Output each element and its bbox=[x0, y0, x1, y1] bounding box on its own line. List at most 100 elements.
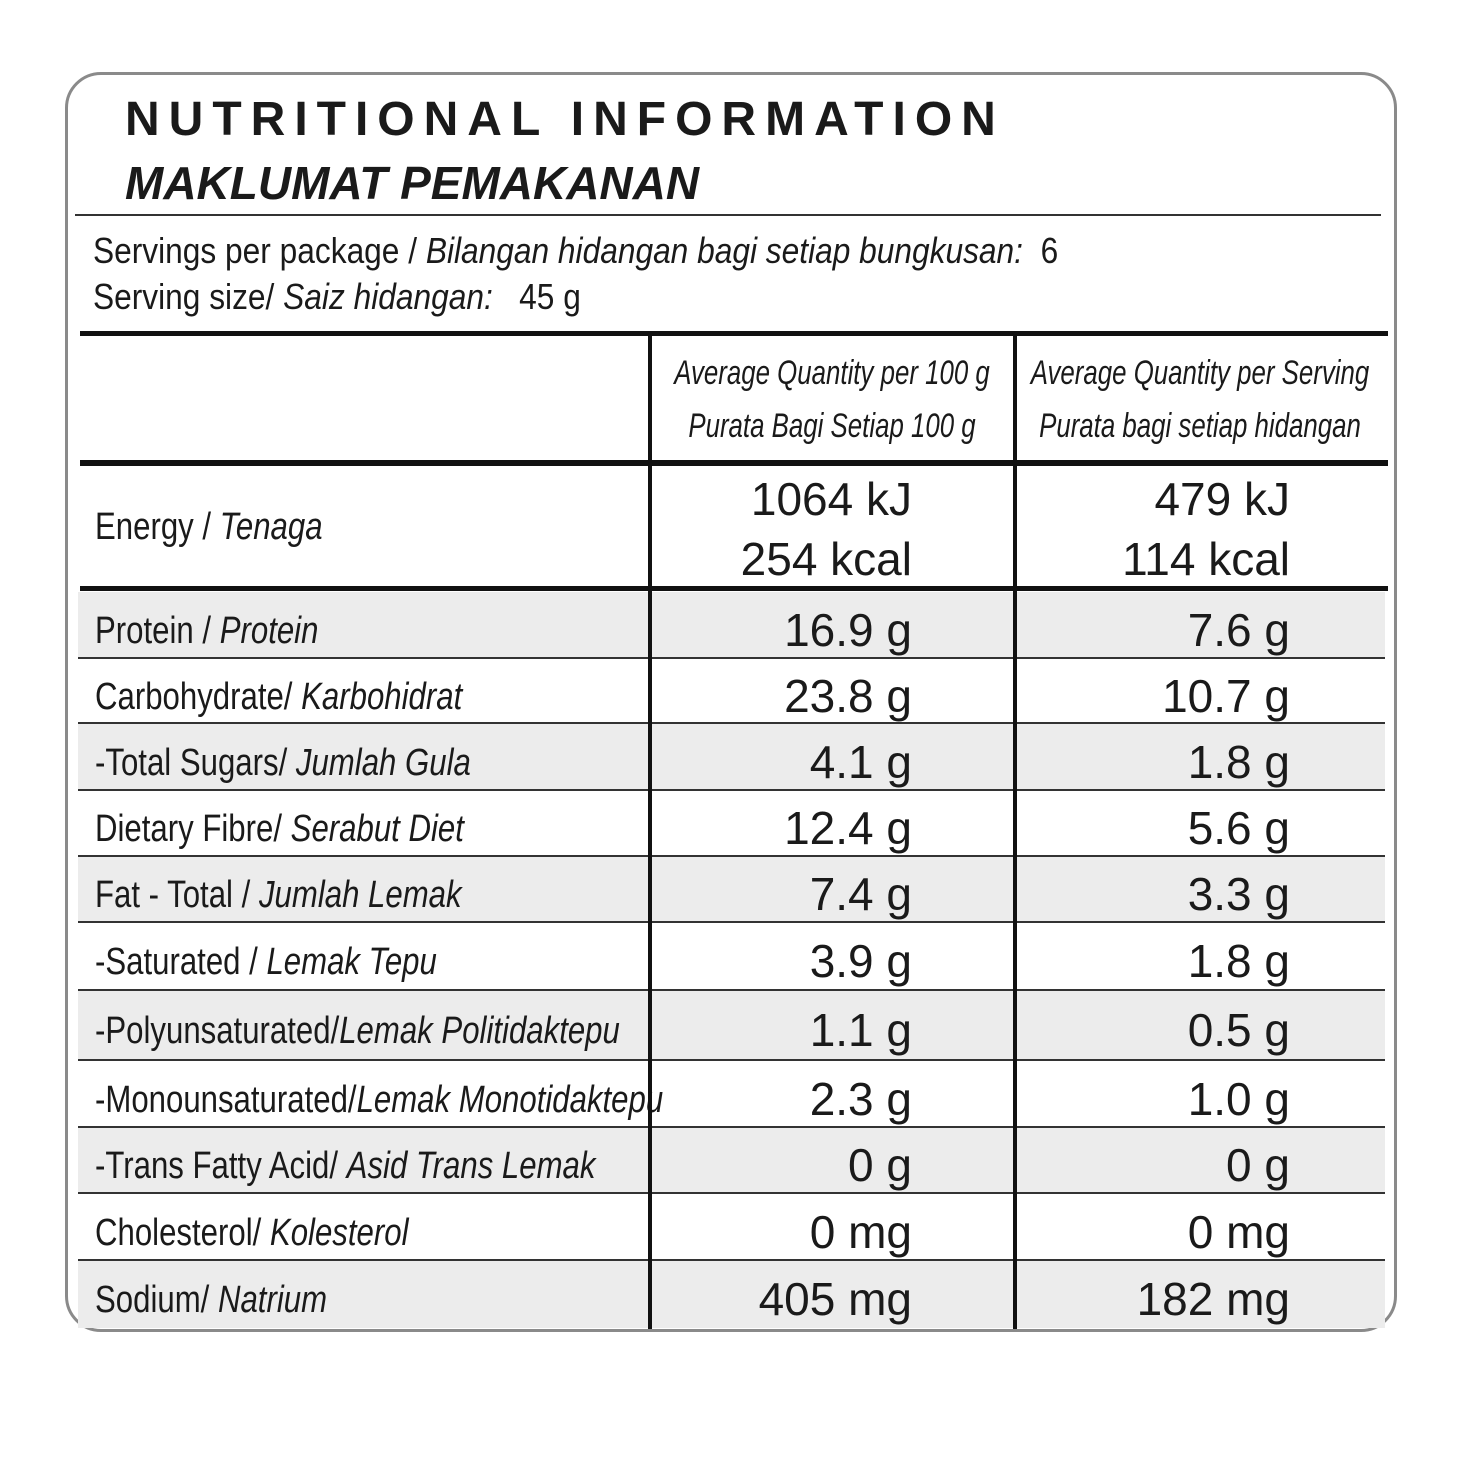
text: Protein / bbox=[95, 610, 220, 652]
value: 479 kJ bbox=[1154, 473, 1290, 525]
row-shade bbox=[78, 990, 1385, 1060]
title: NUTRITIONAL INFORMATION bbox=[125, 93, 1005, 146]
row-label: -Polyunsaturated/Lemak Politidaktepu bbox=[95, 1012, 620, 1050]
value: 3.9 g bbox=[809, 935, 912, 987]
value: 0 g bbox=[1226, 1139, 1290, 1191]
column-header: Purata bagi setiap hidangan bbox=[1039, 407, 1361, 445]
text: -Polyunsaturated/ bbox=[95, 1010, 340, 1052]
divider bbox=[75, 214, 1381, 216]
servings-per-package: Servings per package / Bilangan hidangan… bbox=[93, 230, 1058, 272]
value: 1.0 g bbox=[1187, 1072, 1290, 1125]
row-divider bbox=[78, 657, 1385, 659]
row-shade bbox=[78, 1260, 1385, 1328]
value: 12.4 g bbox=[784, 802, 912, 854]
text: Fat - Total / bbox=[95, 874, 259, 916]
row-label: Dietary Fibre/ Serabut Diet bbox=[95, 810, 464, 848]
thick-rule bbox=[80, 331, 1388, 336]
text: Carbohydrate/ bbox=[95, 675, 302, 718]
row-label: Fat - Total / Jumlah Lemak bbox=[95, 876, 462, 914]
text: -Trans Fatty Acid/ bbox=[95, 1145, 347, 1187]
text: -Saturated / bbox=[95, 941, 267, 983]
text: Dietary Fibre/ bbox=[95, 808, 291, 850]
text-italic: Lemak Monotidaktepu bbox=[356, 1078, 664, 1121]
column-line bbox=[1013, 333, 1017, 1329]
row-divider bbox=[78, 989, 1385, 991]
value: 1.8 g bbox=[1187, 735, 1290, 788]
column-header: Average Quantity per 100 g bbox=[674, 354, 990, 392]
value: 0 g bbox=[848, 1139, 912, 1191]
value: 6 bbox=[1040, 230, 1059, 271]
value: 23.8 g bbox=[784, 669, 912, 722]
value: 114 kcal bbox=[1122, 533, 1290, 585]
value: 7.4 g bbox=[809, 868, 912, 920]
row-label: -Saturated / Lemak Tepu bbox=[95, 943, 437, 981]
text-italic: Protein bbox=[219, 610, 319, 652]
value: 0 mg bbox=[809, 1205, 912, 1258]
thick-rule bbox=[80, 586, 1388, 591]
value: 0 mg bbox=[1187, 1205, 1290, 1258]
row-divider bbox=[78, 789, 1385, 791]
row-label: Energy / Tenaga bbox=[95, 508, 323, 546]
text-italic: Tenaga bbox=[219, 506, 323, 548]
text: Sodium/ bbox=[95, 1279, 218, 1321]
text-italic: Natrium bbox=[217, 1279, 328, 1321]
row-shade bbox=[78, 592, 1385, 658]
value: 45 g bbox=[519, 276, 581, 317]
value: 254 kcal bbox=[740, 533, 912, 585]
value: 7.6 g bbox=[1187, 604, 1290, 656]
row-divider bbox=[78, 1059, 1385, 1061]
column-header: Purata Bagi Setiap 100 g bbox=[688, 407, 976, 445]
text: Energy / bbox=[95, 506, 220, 548]
value: 405 mg bbox=[758, 1273, 912, 1325]
text: -Monounsaturated/ bbox=[95, 1078, 357, 1121]
value: 4.1 g bbox=[809, 735, 912, 788]
value: 2.3 g bbox=[809, 1072, 912, 1125]
row-divider bbox=[78, 1259, 1385, 1261]
text: -Total Sugars/ bbox=[95, 741, 296, 784]
label-border bbox=[65, 72, 1397, 1332]
text-italic: Saiz hidangan: bbox=[283, 276, 493, 317]
value: 1.8 g bbox=[1187, 935, 1290, 987]
value: 5.6 g bbox=[1187, 802, 1290, 854]
value: 10.7 g bbox=[1162, 669, 1290, 722]
text-italic: Karbohidrat bbox=[301, 675, 463, 718]
row-divider bbox=[78, 722, 1385, 724]
column-line bbox=[648, 333, 652, 1329]
row-shade bbox=[78, 1127, 1385, 1193]
row-divider bbox=[78, 1192, 1385, 1194]
row-divider bbox=[78, 921, 1385, 923]
value: 1064 kJ bbox=[750, 473, 912, 525]
text-italic: Lemak Tepu bbox=[266, 941, 437, 983]
text-italic: Lemak Politidaktepu bbox=[339, 1010, 620, 1052]
value: 1.1 g bbox=[809, 1004, 912, 1056]
row-label: -Monounsaturated/Lemak Monotidaktepu bbox=[95, 1081, 663, 1119]
row-divider bbox=[78, 1126, 1385, 1128]
value: 16.9 g bbox=[784, 604, 912, 656]
column-header: Average Quantity per Serving bbox=[1030, 354, 1370, 392]
row-shade bbox=[78, 856, 1385, 922]
row-label: Carbohydrate/ Karbohidrat bbox=[95, 678, 462, 716]
text: Servings per package / bbox=[93, 230, 426, 271]
row-label: Protein / Protein bbox=[95, 612, 318, 650]
text-italic: Bilangan hidangan bagi setiap bungkusan: bbox=[425, 230, 1023, 271]
text-italic: Asid Trans Lemak bbox=[346, 1145, 596, 1187]
text-italic: Serabut Diet bbox=[290, 808, 464, 850]
subtitle: MAKLUMAT PEMAKANAN bbox=[125, 157, 700, 209]
value: 182 mg bbox=[1136, 1273, 1290, 1325]
row-label: -Total Sugars/ Jumlah Gula bbox=[95, 744, 471, 782]
serving-size: Serving size/ Saiz hidangan: 45 g bbox=[93, 276, 581, 318]
text: Serving size/ bbox=[93, 276, 284, 317]
row-label: Sodium/ Natrium bbox=[95, 1281, 327, 1319]
value: 3.3 g bbox=[1187, 868, 1290, 920]
value: 0.5 g bbox=[1187, 1004, 1290, 1056]
text-italic: Jumlah Gula bbox=[295, 741, 471, 784]
text-italic: Jumlah Lemak bbox=[258, 874, 462, 916]
thick-rule bbox=[80, 460, 1388, 466]
row-divider bbox=[78, 855, 1385, 857]
row-label: -Trans Fatty Acid/ Asid Trans Lemak bbox=[95, 1147, 595, 1185]
row-shade bbox=[78, 723, 1385, 790]
row-label: Cholesterol/ Kolesterol bbox=[95, 1214, 408, 1252]
text: Cholesterol/ bbox=[95, 1211, 270, 1254]
text-italic: Kolesterol bbox=[269, 1211, 409, 1254]
